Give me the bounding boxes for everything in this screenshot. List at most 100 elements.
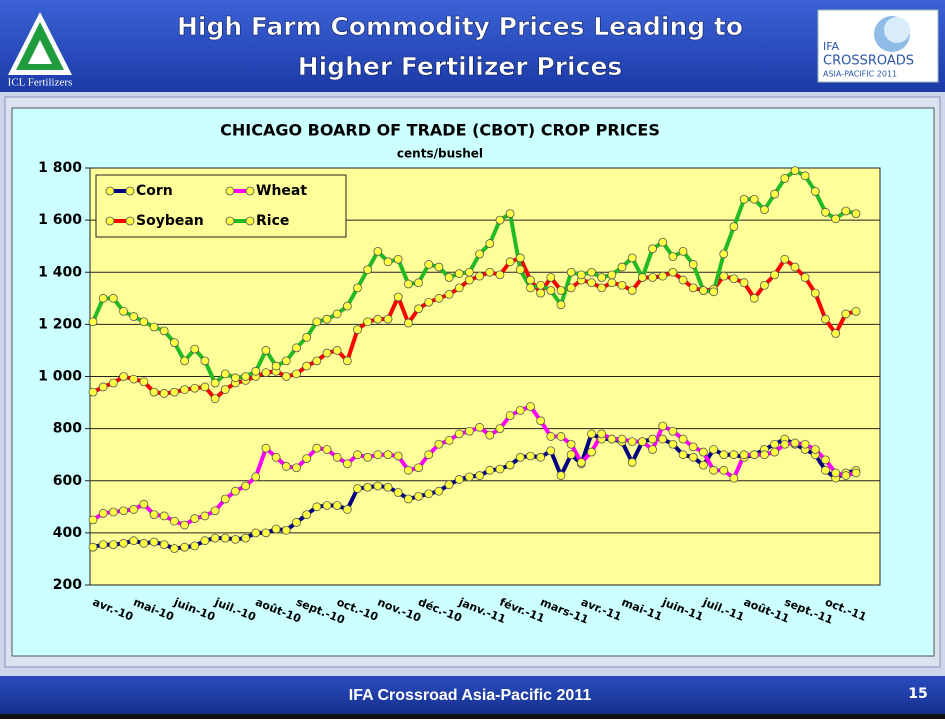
y-tick-label: 200 (53, 577, 82, 593)
series-marker (810, 187, 820, 196)
series-marker (566, 267, 576, 277)
series-marker (414, 463, 423, 473)
series-marker (444, 273, 454, 282)
series-marker (119, 506, 128, 516)
series-marker (373, 481, 383, 491)
y-tick-label: 1 200 (38, 316, 82, 332)
series-marker (739, 450, 749, 460)
series-marker (190, 383, 200, 393)
series-marker (251, 366, 261, 376)
series-marker (98, 540, 108, 550)
series-marker (302, 454, 312, 463)
series-marker (719, 450, 729, 460)
series-marker (800, 439, 810, 449)
series-marker (526, 451, 535, 461)
series-marker (149, 387, 159, 397)
series-marker (108, 540, 118, 550)
series-marker (393, 254, 403, 264)
series-marker (220, 385, 230, 394)
series-marker (587, 447, 596, 457)
series-marker (353, 325, 362, 334)
series-marker (129, 312, 139, 321)
series-marker (342, 459, 352, 469)
series-marker (190, 541, 200, 551)
series-marker (383, 450, 393, 460)
series-marker (729, 450, 739, 460)
series-marker (485, 239, 495, 248)
series-marker (749, 450, 759, 460)
series-marker (495, 424, 505, 434)
series-marker (749, 194, 759, 204)
series-marker (678, 434, 688, 444)
series-marker (159, 540, 169, 550)
series-marker (607, 434, 617, 444)
series-marker (729, 222, 739, 232)
series-marker (729, 473, 739, 483)
series-marker (475, 471, 484, 480)
series-marker (261, 368, 271, 377)
series-marker (281, 372, 291, 381)
series-marker (770, 189, 780, 199)
series-marker (393, 488, 403, 497)
series-marker (821, 455, 830, 465)
series-marker (373, 450, 383, 460)
left-logo-text: ICL Fertilizers (8, 77, 73, 89)
series-marker (709, 287, 718, 297)
series-marker (719, 249, 729, 259)
series-marker (780, 254, 790, 264)
chart-subtitle: cents/bushel (397, 147, 483, 161)
series-marker (403, 465, 413, 475)
series-marker (281, 462, 291, 471)
series-marker (749, 293, 759, 303)
series-marker (108, 507, 118, 517)
footer-text: IFA Crossroad Asia-Pacific 2011 (349, 687, 592, 704)
series-marker (851, 306, 861, 316)
series-marker (220, 369, 230, 379)
series-marker (342, 301, 352, 311)
series-marker (678, 246, 688, 256)
series-marker (159, 389, 169, 398)
series-marker (800, 273, 810, 282)
series-marker (780, 174, 790, 183)
series-marker (424, 450, 434, 460)
series-marker (851, 468, 861, 478)
series-marker (485, 267, 495, 277)
legend-label: Rice (256, 213, 289, 229)
series-marker (434, 262, 444, 272)
series-marker (88, 542, 98, 552)
series-marker (383, 257, 393, 267)
header-band (0, 0, 945, 92)
series-marker (281, 356, 291, 366)
series-marker (312, 443, 322, 453)
series-marker (627, 437, 637, 447)
series-marker (475, 271, 484, 281)
series-marker (688, 283, 698, 293)
series-marker (810, 445, 820, 454)
series-marker (719, 465, 729, 475)
series-marker (699, 447, 708, 457)
series-marker (800, 171, 810, 181)
series-marker (515, 253, 525, 263)
series-marker (505, 411, 515, 420)
series-marker (526, 275, 535, 285)
series-marker (831, 468, 841, 478)
series-marker (241, 533, 251, 543)
series-marker (424, 297, 434, 307)
y-tick-label: 400 (53, 525, 82, 541)
series-marker (98, 508, 108, 518)
series-marker (149, 510, 159, 520)
series-marker (292, 463, 301, 473)
y-tick-label: 1 400 (38, 264, 82, 280)
series-marker (515, 265, 525, 275)
series-marker (597, 283, 607, 293)
series-marker (648, 434, 657, 444)
series-marker (658, 237, 668, 247)
series-marker (231, 534, 240, 544)
series-marker (302, 333, 312, 342)
series-marker (841, 471, 851, 480)
legend-box (95, 174, 347, 238)
series-marker (678, 275, 688, 285)
series-marker (363, 317, 373, 327)
series-marker (119, 372, 128, 381)
series-marker (526, 402, 535, 411)
